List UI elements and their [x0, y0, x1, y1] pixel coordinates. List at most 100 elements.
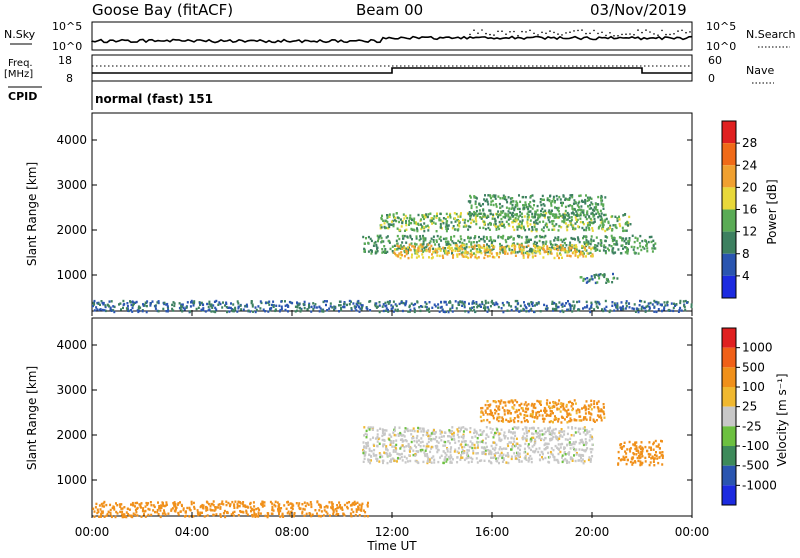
velocity-cell — [144, 509, 147, 513]
power-cell — [511, 248, 514, 252]
power-cell — [190, 299, 193, 303]
velocity-cell — [479, 429, 482, 432]
velocity-cell — [460, 435, 463, 439]
power-cell — [444, 225, 447, 228]
power-cell — [510, 305, 513, 308]
power-cell — [525, 203, 527, 207]
velocity-cell — [326, 512, 329, 515]
power-cell — [395, 239, 398, 242]
velocity-cell — [271, 505, 274, 509]
velocity-cell — [486, 418, 489, 422]
velocity-cell — [569, 437, 572, 440]
velocity-cell — [233, 506, 236, 509]
velocity-cell — [543, 448, 546, 451]
velocity-cell — [397, 434, 400, 437]
power-cell — [585, 306, 588, 309]
power-cell — [551, 302, 554, 305]
power-cell — [474, 256, 477, 259]
power-cell — [92, 301, 95, 305]
power-cell — [439, 224, 442, 228]
velocity-cell — [528, 458, 531, 461]
noise-search-dot — [565, 32, 567, 34]
power-cell — [586, 213, 589, 216]
power-cell — [583, 306, 586, 309]
velocity-cell — [494, 446, 497, 449]
power-cell — [416, 227, 418, 230]
power-cell — [457, 246, 460, 250]
velocity-cell — [360, 507, 363, 510]
power-cell — [526, 225, 529, 228]
velocity-cell — [501, 460, 504, 463]
velocity-cell — [521, 407, 524, 410]
power-cell — [574, 254, 577, 257]
velocity-cell — [385, 448, 388, 451]
power-cell — [490, 196, 492, 200]
power-cell — [507, 302, 510, 305]
velocity-cell — [486, 407, 489, 410]
velocity-cell — [261, 500, 264, 503]
velocity-cell — [136, 501, 139, 505]
velocity-cell — [591, 443, 594, 446]
velocity-cell — [496, 428, 499, 431]
velocity-cell — [530, 448, 532, 452]
velocity-cell — [524, 442, 527, 446]
velocity-cell — [447, 435, 449, 438]
power-cell — [549, 250, 552, 253]
velocity-cell — [316, 501, 319, 504]
velocity-cell — [365, 442, 368, 445]
power-cell — [528, 302, 531, 306]
velocity-cell — [518, 458, 521, 462]
power-cell — [481, 300, 484, 304]
power-cell — [467, 225, 470, 228]
velocity-cell — [382, 429, 384, 433]
velocity-cell — [557, 402, 560, 405]
velocity-cell — [363, 449, 366, 453]
velocity-cell — [440, 439, 443, 442]
velocity-cell — [596, 414, 599, 417]
velocity-cell — [640, 441, 643, 444]
power-cell — [378, 304, 381, 307]
power-cell — [514, 305, 517, 309]
power-cell — [519, 214, 522, 217]
velocity-cell — [583, 460, 586, 463]
velocity-cell — [364, 511, 367, 514]
power-cell — [522, 195, 525, 199]
power-cell — [468, 245, 471, 249]
velocity-cell — [554, 435, 557, 438]
velocity-cell — [435, 444, 438, 448]
velocity-cell — [381, 434, 384, 438]
power-cell — [269, 307, 271, 310]
velocity-cell — [413, 444, 416, 447]
power-cell — [500, 210, 503, 213]
power-cell — [510, 250, 513, 254]
power-cell — [608, 310, 611, 314]
velocity-cell — [404, 461, 407, 464]
noise-search-dot — [469, 33, 471, 36]
power-cell — [418, 238, 421, 242]
power-cell — [308, 306, 311, 309]
power-cell — [595, 212, 598, 215]
power-cell — [428, 246, 431, 250]
velocity-cell — [366, 505, 369, 508]
colorbar-tick-label: 1000 — [742, 341, 773, 355]
power-cell — [592, 215, 595, 218]
power-cell — [597, 216, 600, 219]
power-cell — [536, 241, 538, 245]
velocity-cell — [448, 435, 451, 438]
velocity-cell — [318, 509, 321, 512]
velocity-cell — [480, 446, 483, 449]
velocity-cell — [655, 454, 658, 457]
velocity-cell — [582, 462, 585, 465]
power-cell — [541, 213, 544, 217]
velocity-cell — [573, 448, 576, 451]
power-cell — [497, 195, 500, 198]
velocity-cell — [427, 445, 430, 448]
velocity-cell — [283, 504, 286, 507]
power-cell — [131, 300, 134, 303]
velocity-cell — [274, 500, 277, 503]
noise-right-label: N.Search — [746, 28, 796, 41]
velocity-cell — [229, 504, 231, 508]
power-cell — [412, 219, 415, 222]
power-cell — [653, 247, 656, 250]
power-cell — [272, 300, 275, 303]
